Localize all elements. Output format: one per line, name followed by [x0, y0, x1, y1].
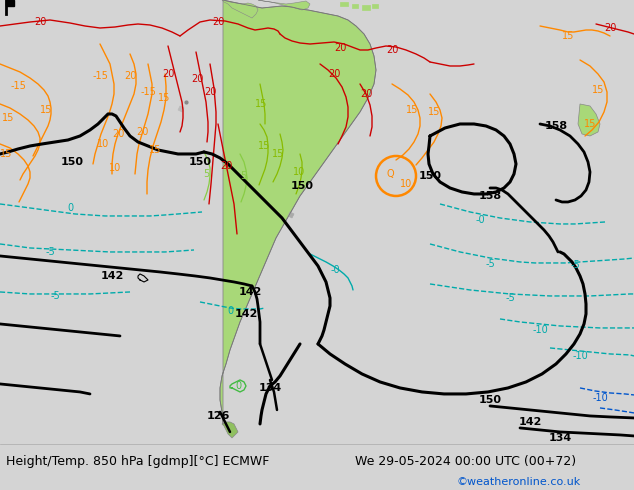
Polygon shape [578, 104, 600, 136]
Text: -5: -5 [505, 293, 515, 303]
Text: -5: -5 [50, 291, 60, 301]
Text: 20: 20 [162, 69, 174, 79]
Text: -5: -5 [485, 259, 495, 269]
Text: Q: Q [386, 169, 394, 179]
Text: 15: 15 [258, 141, 270, 151]
Text: 20: 20 [334, 43, 346, 53]
Text: 20: 20 [220, 161, 232, 171]
Text: 20: 20 [136, 127, 148, 137]
Text: 158: 158 [479, 191, 501, 201]
Text: 5: 5 [240, 171, 246, 181]
Text: 142: 142 [235, 309, 257, 319]
Text: -0: -0 [330, 265, 340, 275]
Text: 15: 15 [0, 149, 12, 159]
Polygon shape [340, 2, 348, 6]
Text: 15: 15 [592, 85, 604, 95]
Polygon shape [288, 212, 294, 218]
Polygon shape [362, 5, 370, 10]
Polygon shape [372, 4, 378, 8]
Polygon shape [220, 0, 376, 424]
Text: 150: 150 [479, 395, 501, 405]
Text: -5: -5 [45, 247, 55, 257]
Text: Height/Temp. 850 hPa [gdmp][°C] ECMWF: Height/Temp. 850 hPa [gdmp][°C] ECMWF [6, 455, 269, 468]
Polygon shape [258, 0, 310, 10]
Polygon shape [6, 0, 14, 6]
Text: 134: 134 [548, 433, 572, 443]
Text: 15: 15 [272, 149, 284, 159]
Text: 20: 20 [34, 17, 46, 27]
Text: 15: 15 [2, 113, 14, 123]
Text: 15: 15 [255, 99, 267, 109]
Text: -10: -10 [532, 325, 548, 335]
Text: 15: 15 [584, 119, 596, 129]
Text: 15: 15 [406, 105, 418, 115]
Text: 15: 15 [562, 31, 574, 41]
Text: 5: 5 [203, 169, 209, 179]
Text: 10: 10 [400, 179, 412, 189]
Text: 10: 10 [293, 167, 305, 177]
Text: 20: 20 [604, 23, 616, 33]
Text: 15: 15 [428, 107, 440, 117]
Text: 15: 15 [149, 145, 161, 155]
Polygon shape [222, 0, 258, 18]
Polygon shape [178, 106, 184, 112]
Polygon shape [222, 422, 238, 438]
Text: ©weatheronline.co.uk: ©weatheronline.co.uk [456, 477, 581, 487]
Text: -15: -15 [10, 81, 26, 91]
Text: -10: -10 [592, 393, 608, 403]
Text: 20: 20 [328, 69, 340, 79]
Text: 20: 20 [204, 87, 216, 97]
Text: -15: -15 [92, 71, 108, 81]
Text: 150: 150 [418, 171, 441, 181]
Text: -15: -15 [140, 87, 156, 97]
Text: 20: 20 [124, 71, 136, 81]
Text: We 29-05-2024 00:00 UTC (00+72): We 29-05-2024 00:00 UTC (00+72) [355, 455, 576, 468]
Text: 150: 150 [188, 157, 212, 167]
Text: 142: 142 [100, 271, 124, 281]
Text: 20: 20 [360, 89, 372, 99]
Text: 15: 15 [40, 105, 52, 115]
Text: 20: 20 [112, 129, 124, 139]
Text: 15: 15 [158, 93, 170, 103]
Text: 142: 142 [519, 417, 541, 427]
Text: 134: 134 [259, 383, 281, 393]
Text: 158: 158 [545, 121, 567, 131]
Text: 20: 20 [212, 17, 224, 27]
Text: -5: -5 [570, 260, 580, 270]
Text: 150: 150 [290, 181, 313, 191]
Text: 0: 0 [227, 306, 233, 316]
Polygon shape [352, 4, 358, 8]
Text: -10: -10 [572, 351, 588, 361]
Text: 20: 20 [191, 74, 203, 84]
Text: 126: 126 [206, 411, 230, 421]
Text: 10: 10 [97, 139, 109, 149]
Text: -0: -0 [476, 215, 485, 225]
Text: 0: 0 [235, 381, 241, 391]
Text: 20: 20 [386, 45, 398, 55]
Text: 0: 0 [67, 203, 73, 213]
Text: 142: 142 [238, 287, 262, 297]
Text: 10: 10 [109, 163, 121, 173]
Text: 150: 150 [60, 157, 84, 167]
